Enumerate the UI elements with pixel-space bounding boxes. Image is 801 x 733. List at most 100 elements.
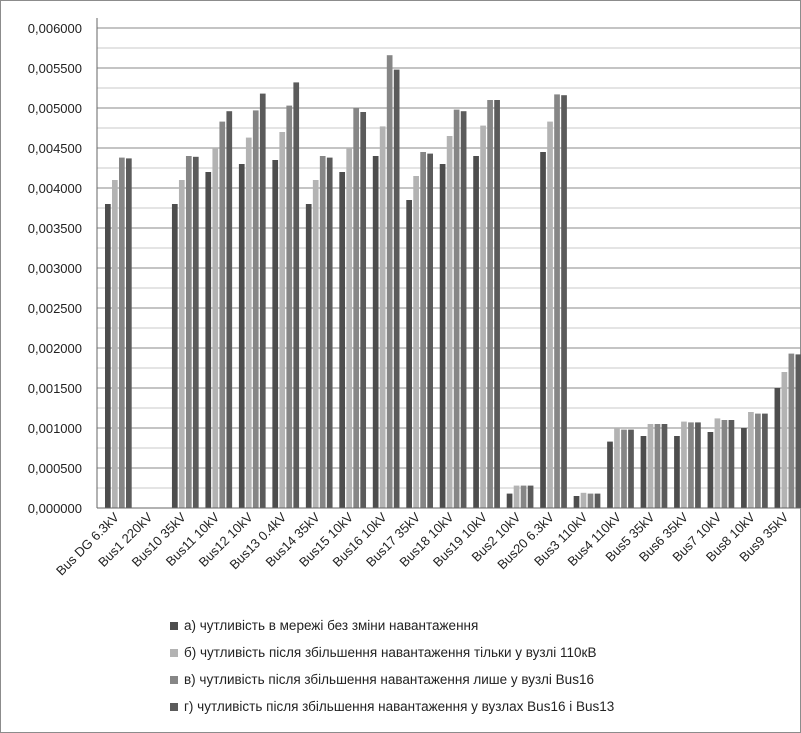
bar-bus4-110kv-series-2 [614, 428, 620, 508]
bar-bus8-10kv-series-2 [748, 412, 754, 508]
bar-bus18-10kv-series-3 [453, 109, 460, 508]
y-tick-label: 0,000500 [28, 461, 82, 476]
bar-bus4-110kv-series-1 [607, 441, 613, 508]
bar-bus13-0.4kv-series-2 [279, 132, 286, 508]
bar-bus6-35kv-series-2 [681, 421, 687, 508]
bar-bus7-10kv-series-4 [728, 420, 735, 508]
legend-label: г) чутливість після збільшення навантаже… [184, 699, 615, 714]
bar-bus15-10kv-series-4 [360, 112, 367, 508]
bar-bus13-0.4kv-series-3 [286, 105, 293, 508]
bar-bus-dg-6.3kv-series-4 [126, 158, 132, 508]
bar-bus14-35kv-series-1 [305, 204, 312, 508]
y-tick-label: 0,006000 [28, 21, 82, 36]
bar-bus20-6.3kv-series-4 [561, 95, 567, 508]
bar-bus10-35kv-series-2 [178, 180, 185, 508]
bar-bus-dg-6.3kv-series-2 [112, 180, 118, 508]
bar-bus3-110kv-series-3 [587, 493, 594, 508]
bar-bus13-0.4kv-series-1 [272, 160, 279, 508]
bar-bus19-10kv-series-2 [480, 125, 486, 508]
bar-bus2-10kv-series-1 [506, 493, 513, 508]
bar-bus4-110kv-series-4 [628, 429, 634, 508]
legend-label: в) чутливість після збільшення навантаже… [184, 672, 594, 687]
bar-bus14-35kv-series-2 [312, 180, 319, 508]
bar-bus5-35kv-series-1 [640, 436, 647, 508]
bar-bus5-35kv-series-4 [661, 424, 668, 508]
y-tick-label: 0,002000 [28, 341, 82, 356]
bar-bus14-35kv-series-3 [319, 156, 326, 508]
bar-bus6-35kv-series-3 [688, 422, 694, 508]
legend-swatch [170, 702, 178, 711]
y-tick-label: 0,005000 [28, 101, 82, 116]
bar-bus6-35kv-series-1 [674, 436, 680, 508]
bar-bus17-35kv-series-1 [406, 200, 412, 508]
bar-bus11-10kv-series-1 [205, 172, 212, 508]
y-tick-label: 0,005500 [28, 61, 82, 76]
y-tick-label: 0,001500 [28, 381, 82, 396]
bar-bus4-110kv-series-3 [621, 429, 627, 508]
bar-bus15-10kv-series-2 [346, 148, 353, 508]
y-tick-label: 0,000000 [28, 501, 82, 516]
bar-chart: 0,000000 0,000500 0,001000 0,001500 0,002000… [28, 18, 801, 578]
bar-bus17-35kv-series-3 [420, 152, 426, 508]
legend-label: а) чутливість в мережі без зміни наванта… [184, 618, 479, 633]
bar-bus2-10kv-series-4 [527, 485, 534, 508]
legend-swatch [170, 621, 178, 630]
y-tick-label: 0,001000 [28, 421, 82, 436]
bar-bus5-35kv-series-2 [647, 424, 654, 508]
bar-bus7-10kv-series-2 [714, 418, 721, 508]
bar-bus3-110kv-series-1 [573, 496, 580, 508]
legend-swatch [170, 675, 178, 684]
bar-bus18-10kv-series-4 [460, 111, 467, 508]
bars [105, 55, 801, 509]
bar-bus12-10kv-series-1 [238, 164, 245, 508]
bar-bus10-35kv-series-3 [185, 156, 192, 508]
bar-bus12-10kv-series-2 [245, 137, 252, 508]
bar-bus16-10kv-series-2 [379, 126, 386, 509]
y-tick-label: 0,004000 [28, 181, 82, 196]
bar-bus-dg-6.3kv-series-1 [105, 204, 111, 508]
bar-bus13-0.4kv-series-4 [293, 82, 300, 509]
bar-bus7-10kv-series-1 [707, 432, 714, 508]
bar-bus19-10kv-series-1 [473, 156, 479, 508]
bar-bus7-10kv-series-3 [721, 420, 728, 508]
bar-bus12-10kv-series-3 [252, 110, 259, 509]
bar-bus9-35kv-series-2 [781, 372, 788, 508]
legend-item: г) чутливість після збільшення навантаже… [170, 693, 614, 720]
bar-bus8-10kv-series-3 [755, 413, 761, 508]
bar-bus2-10kv-series-3 [520, 485, 527, 508]
legend-label: б) чутливість після збільшення навантаже… [184, 645, 597, 660]
bar-bus15-10kv-series-1 [339, 172, 346, 508]
bar-bus19-10kv-series-4 [494, 100, 500, 508]
bar-bus15-10kv-series-3 [353, 108, 360, 508]
bar-bus11-10kv-series-3 [219, 121, 226, 508]
legend-item: а) чутливість в мережі без зміни наванта… [170, 612, 614, 639]
bar-bus9-35kv-series-3 [788, 353, 795, 508]
bar-bus6-35kv-series-4 [695, 422, 701, 508]
bar-bus-dg-6.3kv-series-3 [119, 157, 125, 508]
legend-item: б) чутливість після збільшення навантаже… [170, 639, 614, 666]
bar-bus20-6.3kv-series-3 [554, 94, 560, 509]
bar-bus8-10kv-series-1 [741, 428, 747, 508]
bar-bus17-35kv-series-4 [427, 153, 433, 508]
y-axis-ticks: 0,000000 0,000500 0,001000 0,001500 0,002000… [28, 21, 82, 516]
y-tick-label: 0,003000 [28, 261, 82, 276]
bar-bus11-10kv-series-2 [212, 148, 219, 508]
bar-bus14-35kv-series-4 [326, 157, 333, 508]
bar-bus8-10kv-series-4 [762, 413, 768, 508]
bar-bus3-110kv-series-4 [594, 493, 601, 508]
y-tick-label: 0,002500 [28, 301, 82, 316]
bar-bus9-35kv-series-1 [774, 388, 781, 508]
bar-bus10-35kv-series-4 [192, 156, 199, 509]
y-tick-label: 0,003500 [28, 221, 82, 236]
bar-bus18-10kv-series-1 [439, 164, 446, 508]
bar-bus20-6.3kv-series-1 [540, 152, 546, 508]
bar-bus2-10kv-series-2 [513, 485, 520, 508]
bar-bus16-10kv-series-3 [386, 55, 393, 508]
bar-bus3-110kv-series-2 [580, 492, 587, 508]
bar-bus11-10kv-series-4 [226, 111, 233, 508]
bar-bus10-35kv-series-1 [171, 204, 178, 508]
legend: а) чутливість в мережі без зміни наванта… [170, 612, 614, 720]
bar-bus12-10kv-series-4 [259, 93, 266, 508]
legend-swatch [170, 648, 178, 657]
